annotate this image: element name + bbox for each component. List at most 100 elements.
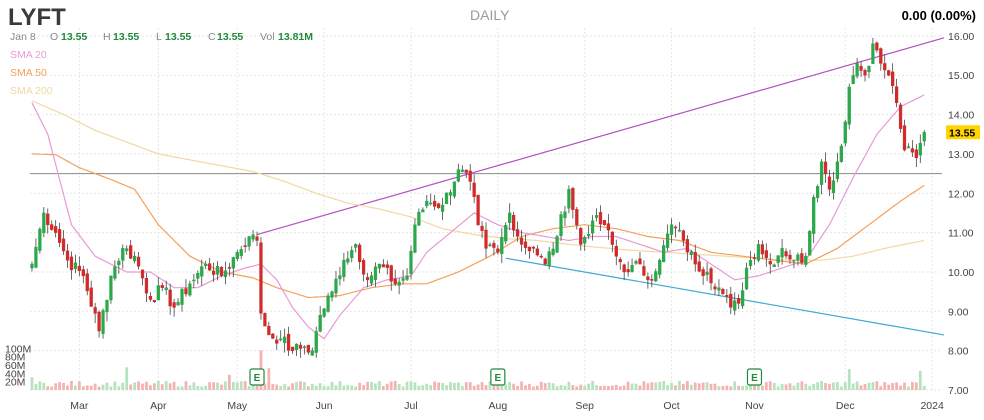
candle [756,240,761,263]
volume-bar [464,382,468,390]
candle [369,271,374,287]
volume-bar [358,382,362,390]
volume-bar [275,384,279,390]
volume-bar [66,385,69,390]
legend-sma-20: SMA 20 [10,49,47,61]
candle [342,252,346,282]
volume-bar [30,377,34,390]
volume-bar [354,386,358,390]
volume-bar [839,386,843,390]
candle [839,143,843,163]
candle [871,37,875,64]
volume-bar [445,385,448,390]
volume-bar [729,386,733,390]
candle [713,283,717,295]
candle [598,205,603,231]
volume-bar [559,385,563,390]
volume-bar [788,383,792,390]
volume-bar [579,384,583,390]
volume-bars [30,350,926,390]
volume-bar [575,386,579,390]
volume-bar [374,383,377,390]
candle [898,102,903,133]
candle [642,260,646,277]
volume-bar [192,382,196,390]
volume-bar [674,385,677,390]
svg-text:13.55: 13.55 [949,127,975,139]
earnings-marker[interactable]: E [249,368,265,386]
candle [117,258,121,274]
volume-bar [393,380,397,390]
earnings-marker[interactable]: E [490,368,506,386]
candle [65,243,70,268]
candle [867,65,871,78]
volume-bar [780,383,784,390]
quote-volume: 13.81M [278,31,313,43]
volume-bar [362,385,365,390]
candle [452,181,457,199]
candle [504,222,508,245]
volume-bar [93,383,97,390]
candle [887,69,891,77]
candle [50,220,54,231]
candle [358,242,362,270]
candle [275,335,279,350]
candle [883,54,887,79]
candlestick-series [30,37,926,358]
candle [800,248,804,265]
candle [129,239,133,260]
volume-bar [875,381,879,390]
last-price-tag: 13.55 [946,125,980,139]
candle [555,234,559,254]
volume-bar [760,385,764,390]
candle [535,245,539,257]
volume-bar [117,386,121,390]
candle [602,220,607,226]
candle [792,259,796,269]
candle [847,83,851,130]
volume-bar [129,384,133,390]
candle [902,119,907,152]
candle [697,254,701,273]
candle [239,245,243,260]
volume-bar [299,381,302,390]
candle [192,273,196,289]
candle [515,221,520,242]
candle [101,308,105,339]
volume-bar [820,381,823,390]
candle [559,211,563,241]
ticker-symbol: LYFT [8,4,66,31]
volume-bar [318,383,322,390]
volume-bar [907,386,910,390]
y-tick-label: 12.00 [948,188,974,200]
volume-bar [70,381,73,390]
candle [677,222,682,232]
volume-bar [216,382,219,390]
svg-text:E: E [751,373,758,384]
candle [776,255,780,268]
candle [421,207,425,213]
quote-close: 13.55 [217,31,243,43]
candle [729,286,733,315]
candle [492,240,496,256]
volume-bar [689,384,693,390]
volume-bar [74,385,77,390]
volume-bar [235,382,239,390]
volume-tick-label: 60M [5,360,25,372]
earnings-marker[interactable]: E [746,368,763,386]
volume-bar [847,369,851,390]
candle [669,218,674,244]
candle [855,58,859,79]
y-tick-label: 11.00 [948,228,974,240]
candle [417,208,421,227]
volume-bar [405,381,409,390]
volume-bar [220,384,223,390]
svg-text:E: E [254,373,261,384]
volume-bar [630,383,634,390]
volume-bar [705,382,709,390]
candle [831,171,836,200]
candle [827,169,832,196]
volume-bar [401,386,405,390]
candle [109,275,113,304]
